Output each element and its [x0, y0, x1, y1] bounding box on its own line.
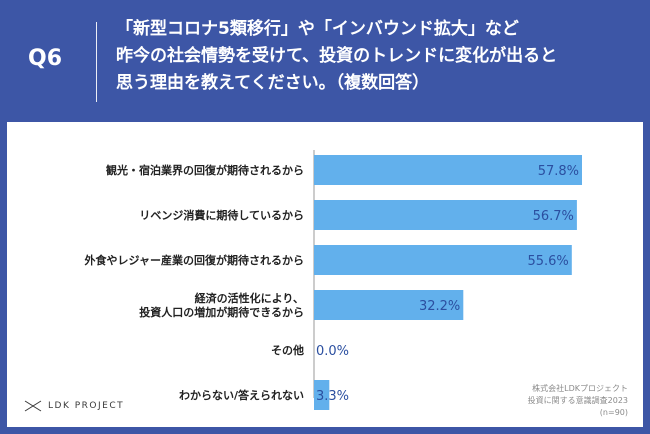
- question-line-1: 「新型コロナ5類移行」や「インバウンド拡大」など: [116, 19, 519, 39]
- logo-text: LDK PROJECT: [48, 401, 125, 411]
- category-label-2: 外食やレジャー産業の回復が期待されるから: [84, 253, 304, 267]
- bar-3: [314, 290, 464, 320]
- question-header: Q6 「新型コロナ5類移行」や「インバウンド拡大」など 昨今の社会情勢を受けて、…: [0, 0, 650, 122]
- category-label-0: 観光・宿泊業界の回復が期待されるから: [106, 163, 304, 177]
- question-text: 「新型コロナ5類移行」や「インバウンド拡大」など 昨今の社会情勢を受けて、投資の…: [116, 16, 636, 97]
- bar-0: [314, 155, 582, 185]
- value-label-4: 0.0%: [316, 344, 349, 359]
- value-label-1: 56.7%: [533, 209, 574, 224]
- category-label-1: リベンジ消費に期待しているから: [139, 208, 304, 222]
- source-company: 株式会社LDKプロジェクト: [532, 384, 628, 393]
- bar-2: [314, 245, 572, 275]
- header-divider: [96, 22, 97, 102]
- source-note: 株式会社LDKプロジェクト 投資に関する意識調査2023 (n=90): [528, 383, 628, 419]
- bar-5: [314, 380, 330, 410]
- question-line-3: 思う理由を教えてください。（複数回答）: [116, 73, 430, 93]
- value-label-3: 32.2%: [419, 299, 460, 314]
- category-label-5: わからない/答えられない: [179, 388, 304, 402]
- logo-mark-icon: [24, 400, 42, 412]
- value-label-2: 55.6%: [527, 254, 568, 269]
- ldk-logo: LDK PROJECT: [24, 400, 124, 412]
- category-label-4: その他: [271, 343, 304, 357]
- source-sample: (n=90): [599, 408, 628, 417]
- value-label-5: 3.3%: [316, 389, 349, 404]
- bar-1: [314, 200, 577, 230]
- value-label-0: 57.8%: [538, 164, 579, 179]
- source-survey: 投資に関する意識調査2023: [527, 396, 628, 405]
- question-line-2: 昨今の社会情勢を受けて、投資のトレンドに変化が出ると: [116, 46, 558, 66]
- question-number: Q6: [28, 46, 63, 71]
- category-label-3: 経済の活性化により、投資人口の増加が期待できるから: [139, 291, 304, 319]
